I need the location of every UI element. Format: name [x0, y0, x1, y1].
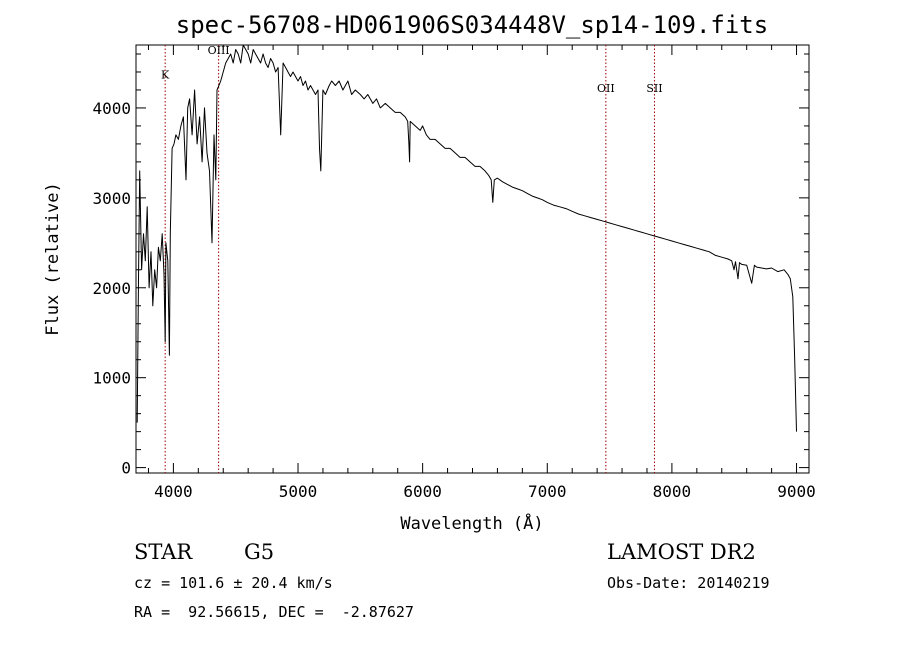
x-tick-label: 4000 [154, 482, 193, 501]
object-class: STAR [134, 540, 193, 564]
y-tick-label: 4000 [92, 99, 131, 118]
feature-label-k: K [161, 68, 170, 81]
spectral-subclass: G5 [244, 540, 275, 564]
x-tick-label: 5000 [279, 482, 318, 501]
x-tick-label: 6000 [403, 482, 442, 501]
plot-area: 4000 5000 6000 7000 8000 9000 0 1000 2000 3000 400… [92, 44, 815, 501]
y-axis-label: Flux (relative) [43, 182, 63, 336]
survey-name: LAMOST DR2 [607, 540, 756, 564]
y-tick-label: 2000 [92, 279, 131, 298]
y-tick-label: 3000 [92, 189, 131, 208]
x-tick-label: 7000 [528, 482, 567, 501]
spectrum-line-1 [136, 44, 797, 432]
y-tick-label: 1000 [92, 369, 131, 388]
feature-label-sii: SII [646, 82, 662, 95]
redshift-readout: cz = 101.6 ± 20.4 km/s [134, 574, 333, 592]
feature-label-oiii: OIII [208, 44, 230, 57]
plot-frame [135, 44, 810, 474]
observation-date: Obs-Date: 20140219 [607, 574, 770, 592]
x-axis-label: Wavelength (Å) [400, 512, 543, 534]
chart-title: spec-56708-HD061906S034448V_sp14-109.fit… [176, 11, 768, 39]
feature-label-oii: OII [597, 82, 615, 95]
x-tick-label: 8000 [653, 482, 692, 501]
coordinates-readout: RA = 92.56615, DEC = -2.87627 [134, 603, 414, 621]
x-tick-label: 9000 [777, 482, 816, 501]
y-tick-label: 0 [121, 459, 131, 478]
